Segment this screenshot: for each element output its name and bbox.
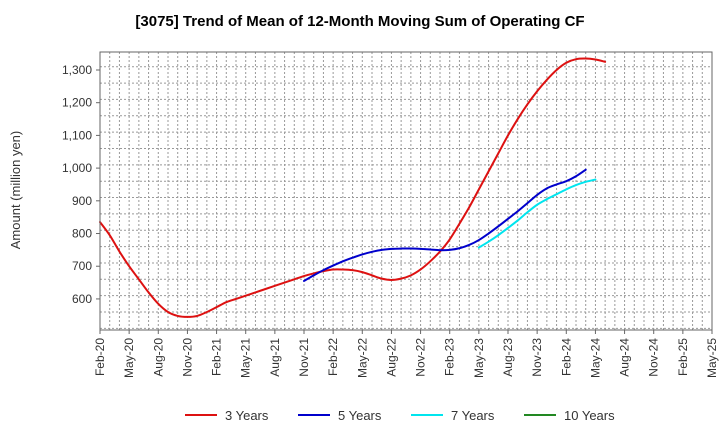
x-axis: Feb-20 May-20 Aug-20 Nov-20 Feb-21 May-21 Aug-… xyxy=(93,330,719,378)
x-tick-label: Feb-24 xyxy=(559,338,573,376)
x-tick-label: May-20 xyxy=(122,338,136,378)
y-axis-label: Amount (million yen) xyxy=(8,131,23,250)
legend-label-3-years: 3 Years xyxy=(225,408,269,423)
x-tick-label: Feb-20 xyxy=(93,338,107,376)
y-tick-label: 1,300 xyxy=(62,63,92,77)
y-tick-label: 1,000 xyxy=(62,161,92,175)
y-tick-label: 900 xyxy=(72,194,92,208)
x-tick-label: Feb-25 xyxy=(676,338,690,376)
legend-label-7-years: 7 Years xyxy=(451,408,495,423)
x-tick-label: May-23 xyxy=(472,338,486,378)
x-tick-label: Aug-21 xyxy=(268,338,282,377)
plot-frame xyxy=(99,51,713,331)
x-tick-label: Nov-24 xyxy=(647,338,661,377)
plot-background xyxy=(100,52,712,330)
plot-border xyxy=(99,51,713,331)
legend-label-10-years: 10 Years xyxy=(564,408,615,423)
series-layer xyxy=(99,57,607,318)
series-line-3-years xyxy=(99,57,607,318)
grid xyxy=(99,52,713,330)
x-tick-label: Feb-22 xyxy=(326,338,340,376)
x-tick-label: Feb-21 xyxy=(210,338,224,376)
y-tick-label: 800 xyxy=(72,227,92,241)
x-tick-label: Aug-23 xyxy=(501,338,515,377)
x-tick-label: May-24 xyxy=(588,338,602,378)
y-axis: 600 700 800 900 1,000 1,100 1,200 1,300 xyxy=(62,63,100,306)
plot-area xyxy=(100,52,712,330)
x-tick-label: Nov-20 xyxy=(180,338,194,377)
legend: 3 Years 5 Years 7 Years 10 Years xyxy=(185,408,615,423)
y-tick-label: 1,100 xyxy=(62,128,92,142)
x-tick-label: Nov-23 xyxy=(530,338,544,377)
x-tick-label: Feb-23 xyxy=(443,338,457,376)
y-tick-label: 600 xyxy=(72,292,92,306)
y-tick-label: 1,200 xyxy=(62,96,92,110)
legend-label-5-years: 5 Years xyxy=(338,408,382,423)
x-tick-label: May-22 xyxy=(355,338,369,378)
x-tick-label: May-25 xyxy=(705,338,719,378)
x-tick-label: Aug-20 xyxy=(151,338,165,377)
x-tick-label: Aug-24 xyxy=(618,338,632,377)
chart-title: [3075] Trend of Mean of 12-Month Moving … xyxy=(135,13,584,30)
series-line-7-years xyxy=(477,178,597,249)
x-tick-label: Aug-22 xyxy=(384,338,398,377)
x-tick-label: Nov-22 xyxy=(414,338,428,377)
x-tick-label: May-21 xyxy=(239,338,253,378)
y-tick-label: 700 xyxy=(72,259,92,273)
series-line-5-years xyxy=(303,168,587,282)
x-tick-label: Nov-21 xyxy=(297,338,311,377)
